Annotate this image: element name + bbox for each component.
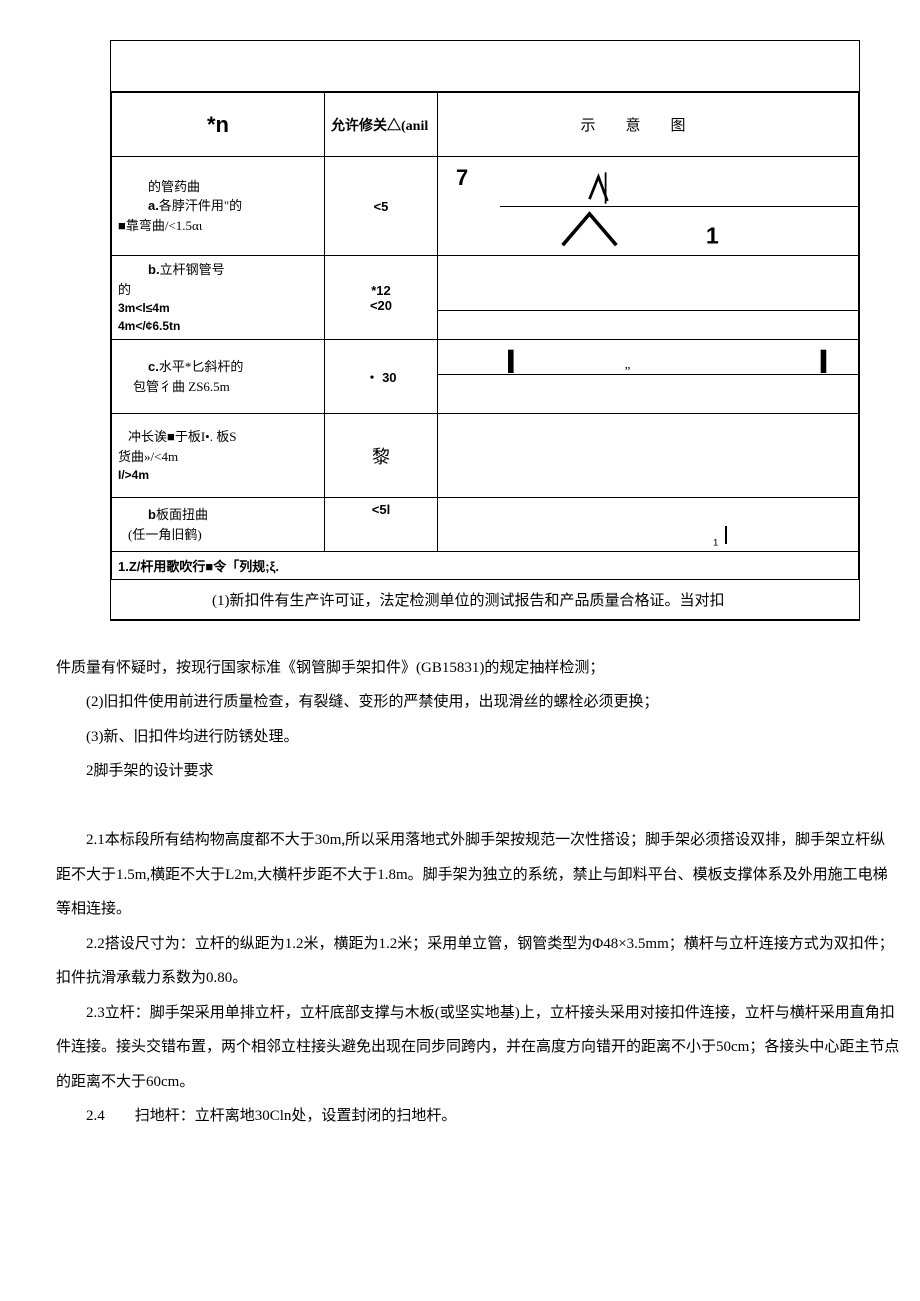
- top-margin: [111, 41, 859, 92]
- label-text: 4m</¢6.5tn: [118, 317, 318, 335]
- body-text: (2)旧扣件使用前进行质量检查，有裂缝、变形的严禁使用，出现滑丝的螺栓必须更换；: [56, 685, 900, 720]
- svg-text:1: 1: [706, 222, 719, 248]
- body-text: 2.3立杆：脚手架采用单排立杆，立杆底部支撑与木板(或坚实地基)上，立杆接头采用…: [56, 996, 900, 1100]
- sketch-icon: „: [438, 344, 858, 374]
- row-c-diag: „: [438, 340, 859, 414]
- label-text: 货曲»/<4m: [118, 447, 318, 467]
- row-a-label: 的管药曲 a.各脖汗件用"的 ■靠弯曲/<1.5αι: [112, 157, 325, 256]
- note-text: 1.Z/杆用歌吹行■令「列规;ξ.: [112, 552, 859, 580]
- table-note-row: 1.Z/杆用歌吹行■令「列规;ξ.: [112, 552, 859, 580]
- row-c-value: ・ 30: [325, 340, 438, 414]
- header-col3: 示意图: [438, 93, 859, 157]
- row-a-diag-left: 7: [438, 157, 501, 256]
- label-text: 包管彳曲 ZS6.5m: [118, 377, 318, 397]
- row-b-value: *12 <20: [325, 256, 438, 340]
- body-section: 件质量有怀疑时，按现行国家标准《钢管脚手架扣件》(GB15831)的规定抽样检测…: [0, 641, 920, 1154]
- row-d-label: 冲长诶■于板I•. 板S 货曲»/<4m I/>4m: [112, 414, 325, 498]
- label-text: b.立杆钢管号: [118, 260, 318, 280]
- label-text: b板面扭曲: [118, 505, 318, 525]
- label-text: 3m<l≤4m: [118, 299, 318, 317]
- sketch-icon: 1: [500, 207, 858, 252]
- label-text: I/>4m: [118, 466, 318, 484]
- diagram-lower: [438, 375, 858, 410]
- label-text: 冲长诶■于板I•. 板S: [118, 427, 318, 447]
- spec-table: *n 允许修关△(anil 示意图 的管药曲 a.各脖汗件用"的 ■靠弯曲/<1…: [111, 92, 859, 580]
- table-header-row: *n 允许修关△(anil 示意图: [112, 93, 859, 157]
- body-text: 件质量有怀疑时，按现行国家标准《钢管脚手架扣件》(GB15831)的规定抽样检测…: [56, 651, 900, 686]
- label-text: 水平*匕斜杆的: [159, 359, 244, 374]
- body-text: 2.4 扫地杆：立杆离地30Cln处，设置封闭的扫地杆。: [56, 1099, 900, 1134]
- row-a-value: <5: [325, 157, 438, 256]
- value-text: *12: [331, 283, 431, 298]
- label-text: 板面扭曲: [156, 507, 208, 522]
- row-e-value: <5l: [325, 498, 438, 552]
- label-prefix: b: [148, 507, 156, 522]
- label-text: c.水平*匕斜杆的: [118, 357, 318, 377]
- header-col1: *n: [112, 93, 325, 157]
- label-text: a.各脖汗件用"的: [118, 196, 318, 216]
- header-col2: 允许修关△(anil: [325, 93, 438, 157]
- cut-paragraph: (1)新扣件有生产许可证，法定检测单位的测试报告和产品质量合格证。当对扣: [111, 580, 859, 620]
- table-row: c.水平*匕斜杆的 包管彳曲 ZS6.5m ・ 30 „: [112, 340, 859, 414]
- body-text: 2.2搭设尺寸为：立杆的纵距为1.2米，横距为1.2米；采用单立管，钢管类型为Φ…: [56, 927, 900, 996]
- row-e-label: b板面扭曲 (任一角旧鹤): [112, 498, 325, 552]
- body-text: (1)新扣件有生产许可证，法定检测单位的测试报告和产品质量合格证。当对扣: [167, 584, 839, 619]
- row-a-diag: 1: [500, 157, 859, 256]
- label-prefix: b.: [148, 262, 160, 277]
- label-prefix: c.: [148, 359, 159, 374]
- diagram-lower: [438, 311, 858, 336]
- diagram-upper: „: [438, 344, 858, 375]
- label-text: ■靠弯曲/<1.5αι: [118, 216, 318, 236]
- body-text: (3)新、旧扣件均进行防锈处理。: [56, 720, 900, 755]
- table-row: 的管药曲 a.各脖汗件用"的 ■靠弯曲/<1.5αι <5 7: [112, 157, 859, 256]
- label-text: 立杆钢管号: [160, 262, 225, 277]
- table-row: b.立杆钢管号 的 3m<l≤4m 4m</¢6.5tn *12 <20: [112, 256, 859, 340]
- label-text: (任一角旧鹤): [118, 525, 318, 545]
- label-prefix: a.: [148, 198, 159, 213]
- row-e-diag: ₁: [438, 498, 859, 552]
- label-text: 各脖汗件用"的: [159, 198, 242, 213]
- svg-text:„: „: [625, 356, 631, 371]
- section-heading: 2脚手架的设计要求: [56, 754, 900, 789]
- label-text: 的管药曲: [118, 177, 318, 197]
- row-b-label: b.立杆钢管号 的 3m<l≤4m 4m</¢6.5tn: [112, 256, 325, 340]
- table-row: b板面扭曲 (任一角旧鹤) <5l ₁: [112, 498, 859, 552]
- row-c-label: c.水平*匕斜杆的 包管彳曲 ZS6.5m: [112, 340, 325, 414]
- diagram-upper: [438, 260, 858, 311]
- page-frame: *n 允许修关△(anil 示意图 的管药曲 a.各脖汗件用"的 ■靠弯曲/<1…: [110, 40, 860, 621]
- diagram-number: 7: [456, 165, 468, 191]
- value-text: <20: [331, 298, 431, 313]
- diagram-lower: 1: [500, 207, 858, 252]
- table-row: 冲长诶■于板I•. 板S 货曲»/<4m I/>4m 黎: [112, 414, 859, 498]
- diagram-upper: [500, 161, 858, 207]
- label-text: 的: [118, 280, 318, 300]
- row-d-value: 黎: [325, 414, 438, 498]
- body-text: 2.1本标段所有结构物高度都不大于30m,所以采用落地式外脚手架按规范一次性搭设…: [56, 823, 900, 927]
- row-b-diag: [438, 256, 859, 340]
- sketch-icon: [500, 161, 858, 206]
- sketch-icon: ₁: [708, 524, 738, 549]
- svg-text:₁: ₁: [713, 531, 718, 548]
- row-d-diag: [438, 414, 859, 498]
